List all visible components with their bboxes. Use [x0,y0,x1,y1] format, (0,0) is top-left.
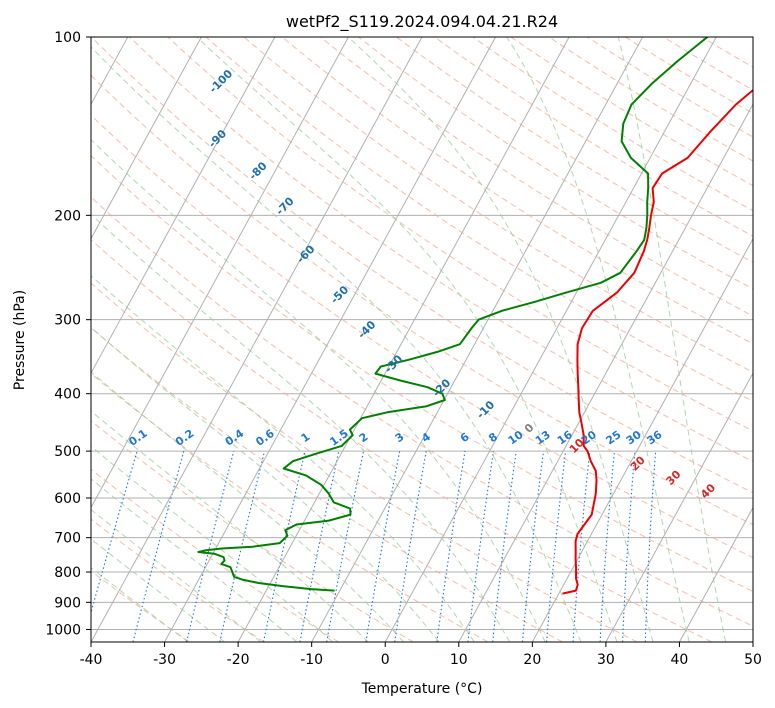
x-tick-label: -20 [227,652,250,668]
dry-adiabat [91,74,753,526]
y-tick-label: 900 [54,595,81,611]
y-tick-label: 1000 [45,622,81,638]
x-tick-label: -10 [300,652,323,668]
isotherm [531,237,753,642]
y-tick-label: 800 [54,565,81,581]
x-axis: -40 -30 -20 -10 0 10 20 30 40 50 [80,642,762,668]
dry-adiabat [91,114,753,559]
moist-adiabat [196,37,618,642]
dry-adiabat [91,468,340,642]
x-tick-label: -30 [153,652,176,668]
moist-adiabat [347,37,654,642]
isotherm [91,37,276,375]
y-tick-label: 400 [54,387,81,403]
dry-adiabat [396,37,753,263]
x-axis-label: Temperature (°C) [361,681,483,697]
isotherm [164,37,496,642]
dry-adiabat [358,37,753,290]
x-tick-label: 40 [671,652,689,668]
moist-adiabat [91,410,369,642]
plot-frame [90,36,754,643]
x-tick-label: 0 [381,652,390,668]
isotherm [91,37,423,642]
dry-adiabat [91,239,712,642]
y-tick-label: 700 [54,531,81,547]
mixing-ratio-line [572,451,591,642]
x-tick-label: 50 [744,652,762,668]
temperature-line [562,88,753,595]
dry-adiabat [91,155,753,593]
moist-adiabat [617,37,727,642]
x-tick-label: 20 [523,652,541,668]
mixing-ratio-line [91,450,138,615]
mixing-ratio-line [219,450,266,642]
moist-adiabat [91,138,546,642]
mixing-ratio-line [521,451,545,642]
moist-adiabat [91,46,582,642]
isotherm [384,37,717,642]
mixing-ratio-line [262,450,306,642]
moist-adiabat [91,371,404,642]
mixing-ratio-line [436,451,466,642]
y-tick-label: 500 [54,444,81,460]
mixing-ratio-line [467,451,495,642]
dry-adiabat [91,327,563,642]
y-tick-label: 100 [54,30,81,46]
isotherm [237,37,570,642]
isotherm [311,37,644,642]
dry-adiabat [319,37,753,317]
isotherm [91,37,202,240]
y-tick-label: 300 [54,313,81,329]
mixing-ratio-line [546,451,567,642]
isotherm [605,372,753,642]
x-tick-label: 30 [597,652,615,668]
dry-adiabat [281,37,753,345]
mixing-ratio-line [492,451,517,642]
dry-adiabat [243,37,753,373]
y-axis-label: Pressure (hPa) [12,290,28,390]
y-axis: 100 200 300 400 500 600 700 800 900 1000 [45,30,91,638]
dry-adiabat [129,37,753,463]
y-tick-label: 600 [54,491,81,507]
moist-adiabat [91,275,475,642]
isotherm [458,103,753,642]
plot-area [91,37,753,642]
dry-adiabat [91,196,753,627]
moist-adiabat [91,213,511,642]
x-tick-label: -40 [80,652,103,668]
x-tick-label: 10 [450,652,468,668]
y-tick-label: 200 [54,208,81,224]
dewpoint-line [197,37,709,592]
mixing-ratio-line [186,450,235,642]
isotherm [679,506,753,642]
dry-adiabat [91,282,638,642]
chart-title: wetPf2_S119.2024.094.04.21.R24 [286,12,558,32]
isotherm [91,37,349,509]
dry-adiabat [91,37,753,494]
moist-adiabat [91,445,334,642]
moist-adiabat [91,326,440,642]
